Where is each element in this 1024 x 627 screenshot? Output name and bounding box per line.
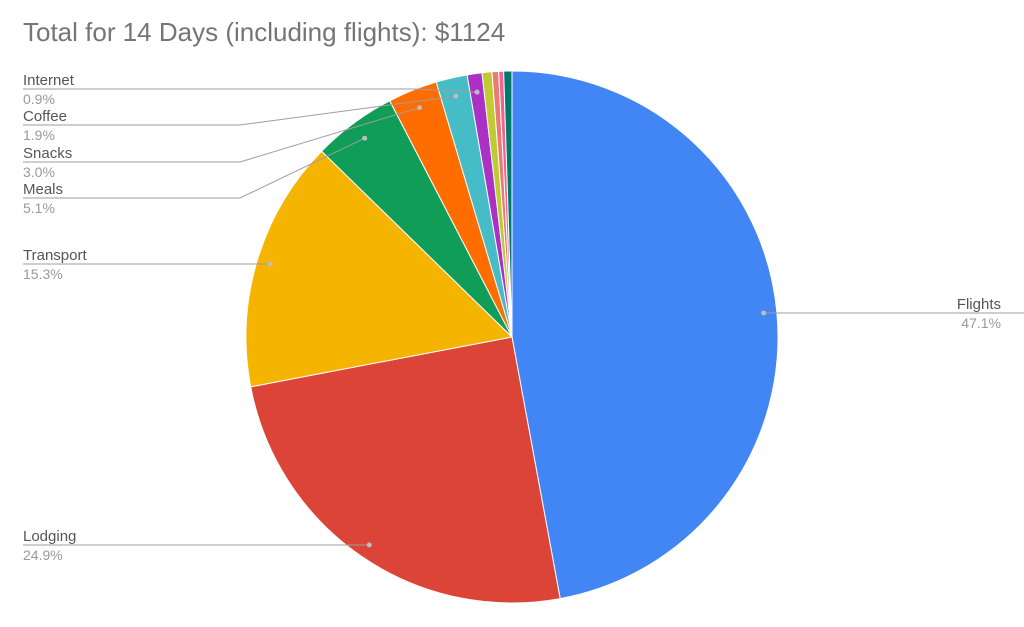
- slice-label-transport: Transport: [23, 247, 87, 264]
- slice-percent-snacks: 3.0%: [23, 164, 55, 180]
- slice-percent-coffee: 1.9%: [23, 127, 55, 143]
- leader-dot-coffee: [453, 93, 459, 99]
- pie-slice-unlabeled-10: [503, 70, 513, 338]
- slice-label-meals: Meals: [23, 181, 63, 198]
- slice-percent-meals: 5.1%: [23, 200, 55, 216]
- slice-percent-transport: 15.3%: [23, 266, 63, 282]
- slice-label-internet: Internet: [23, 72, 75, 89]
- pie-wedges: [245, 70, 779, 604]
- pie-slice-lodging: [250, 336, 561, 604]
- leader-dot-lodging: [366, 542, 372, 548]
- chart-title: Total for 14 Days (including flights): $…: [23, 17, 506, 47]
- slice-percent-flights: 47.1%: [961, 315, 1001, 331]
- slice-label-coffee: Coffee: [23, 108, 67, 125]
- leader-dot-transport: [267, 261, 273, 267]
- pie-slice-transport: [245, 150, 514, 388]
- slice-percent-internet: 0.9%: [23, 91, 55, 107]
- leader-dot-snacks: [417, 105, 422, 111]
- slice-label-flights: Flights: [957, 296, 1001, 313]
- leader-line-internet: [23, 88, 478, 93]
- leader-line-snacks: [23, 107, 420, 163]
- pie-slice-flights: [511, 70, 779, 600]
- slice-label-snacks: Snacks: [23, 145, 72, 162]
- slice-percent-lodging: 24.9%: [23, 547, 63, 563]
- leader-line-meals: [23, 137, 365, 199]
- leader-dot-internet: [474, 89, 480, 95]
- leader-dot-meals: [362, 135, 368, 141]
- leader-dot-flights: [761, 310, 767, 316]
- slice-label-lodging: Lodging: [23, 528, 76, 545]
- leader-line-coffee: [23, 95, 456, 126]
- pie-labels: Flights 47.1% Lodging 24.9% Transport 15.3% Me…: [23, 72, 1024, 563]
